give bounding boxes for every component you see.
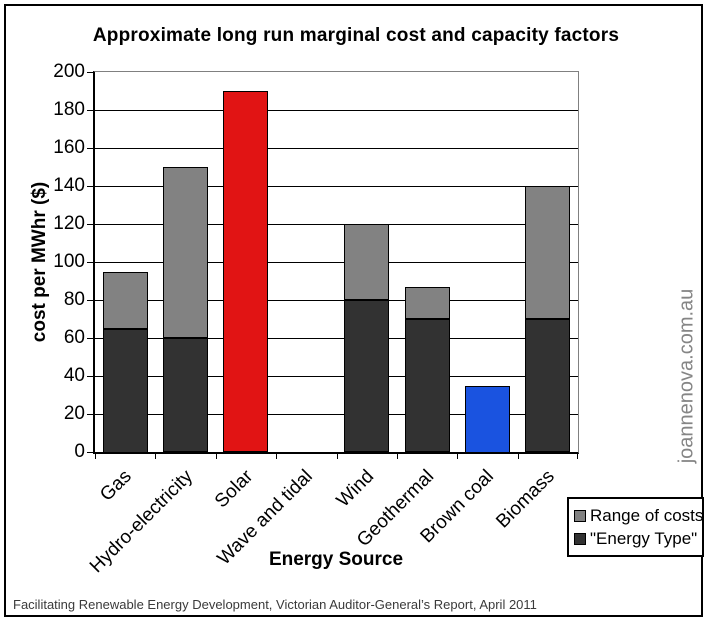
y-axis-tick-label-80: 80 xyxy=(63,289,85,310)
x-axis-tick xyxy=(95,452,96,459)
x-axis-tick xyxy=(337,452,338,459)
x-axis-title: Energy Source xyxy=(268,549,404,570)
gridline-140 xyxy=(95,186,578,187)
x-axis-tick xyxy=(518,452,519,459)
plot-area: 0 20 40 60 80 100 120 140 160 180 200 Gas Hydro-elec… xyxy=(53,61,579,577)
energy-type-swatch-icon xyxy=(574,532,586,545)
image-border-frame xyxy=(4,4,703,617)
y-axis-tick-label-200: 200 xyxy=(53,61,85,82)
y-axis-tick xyxy=(87,452,95,453)
gridline-100 xyxy=(95,262,578,263)
gridline-60 xyxy=(95,338,578,339)
legend-label-range-of-costs: Range of costs xyxy=(590,505,704,525)
y-axis-tick xyxy=(87,110,95,111)
x-axis-tick xyxy=(457,452,458,459)
bar-hydro-electricity-segment xyxy=(163,338,208,452)
gridline-120 xyxy=(95,224,578,225)
x-axis-tick xyxy=(155,452,156,459)
legend: Range of costs "Energy Type" xyxy=(567,497,704,557)
y-axis-tick xyxy=(87,224,95,225)
y-axis-tick xyxy=(87,300,95,301)
gridline-80 xyxy=(95,300,578,301)
legend-label-energy-type: "Energy Type" xyxy=(590,528,698,548)
x-axis-tick xyxy=(577,452,578,459)
y-axis-tick-label-100: 100 xyxy=(53,251,85,272)
bar-brown-coal-segment xyxy=(465,386,510,453)
legend-item-range-of-costs: Range of costs xyxy=(574,504,703,527)
bar-geothermal-segment xyxy=(405,319,450,452)
x-axis-tick xyxy=(216,452,217,459)
watermark-url: joannenova.com.au xyxy=(675,288,698,464)
y-axis-tick-label-140: 140 xyxy=(53,175,85,196)
bar-solar-segment xyxy=(223,91,268,452)
range-of-costs-swatch-icon xyxy=(574,509,586,522)
y-axis-tick xyxy=(87,414,95,415)
bar-geothermal-segment xyxy=(405,287,450,319)
y-axis-tick-label-20: 20 xyxy=(63,403,85,424)
y-axis-tick-label-60: 60 xyxy=(63,327,85,348)
bar-gas-segment xyxy=(103,329,148,453)
x-axis-tick xyxy=(397,452,398,459)
x-axis-tick xyxy=(276,452,277,459)
y-axis-tick xyxy=(87,262,95,263)
y-axis-tick-label-120: 120 xyxy=(53,213,85,234)
y-axis-tick xyxy=(87,376,95,377)
y-axis-tick xyxy=(87,148,95,149)
bar-hydro-electricity-segment xyxy=(163,167,208,338)
gridline-40 xyxy=(95,376,578,377)
y-axis-tick-label-40: 40 xyxy=(63,365,85,386)
bar-biomass-segment xyxy=(525,319,570,452)
y-axis-tick xyxy=(87,186,95,187)
gridline-20 xyxy=(95,414,578,415)
bar-biomass-segment xyxy=(525,186,570,319)
gridline-160 xyxy=(95,148,578,149)
y-axis-tick xyxy=(87,338,95,339)
source-caption: Facilitating Renewable Energy Developmen… xyxy=(13,597,537,612)
bar-wind-segment xyxy=(344,224,389,300)
gridline-180 xyxy=(95,110,578,111)
legend-item-energy-type: "Energy Type" xyxy=(574,527,698,550)
y-axis-tick-label-160: 160 xyxy=(53,137,85,158)
y-axis-tick-label-0: 0 xyxy=(74,441,85,462)
y-axis-tick xyxy=(87,72,95,73)
bar-wind-segment xyxy=(344,300,389,452)
y-axis-tick-label-180: 180 xyxy=(53,99,85,120)
bar-gas-segment xyxy=(103,272,148,329)
chart-title: Approximate long run marginal cost and c… xyxy=(92,25,620,46)
